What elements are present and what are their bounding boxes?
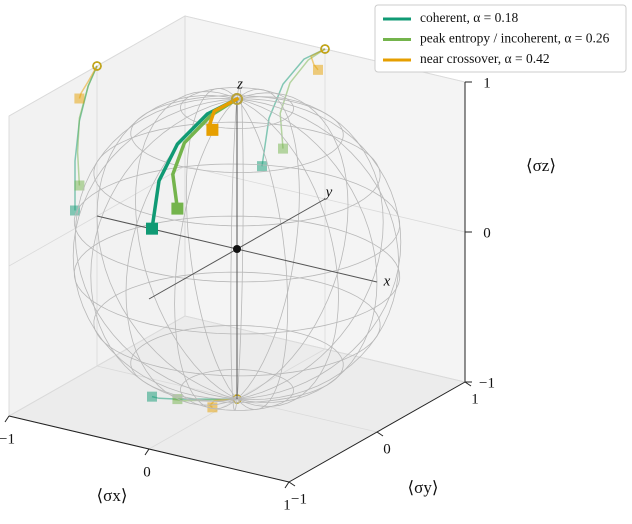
tick-label: −1 <box>0 431 15 447</box>
tick-label: −1 <box>479 375 495 391</box>
projection-end <box>70 205 80 216</box>
trajectory-end <box>171 202 184 215</box>
tick-label: 1 <box>471 391 479 407</box>
tick-label: 1 <box>283 497 291 513</box>
origin <box>233 245 241 253</box>
axis-label: ⟨σz⟩ <box>526 156 556 175</box>
tick-mark <box>288 481 296 487</box>
sphere-axis-label: y <box>324 184 333 200</box>
tick-label: −1 <box>291 491 307 507</box>
trajectories <box>146 93 243 235</box>
trajectory-end <box>206 123 219 136</box>
projection-end <box>74 180 85 191</box>
legend-label: peak entropy / incoherent, α = 0.26 <box>420 31 610 46</box>
projection-end <box>313 64 323 75</box>
tick-mark <box>376 431 384 437</box>
grid-line <box>8 315 186 417</box>
projection-end <box>278 143 288 154</box>
grid-line <box>184 315 466 383</box>
tick-mark <box>464 381 472 387</box>
sphere-axis-label: z <box>236 76 243 92</box>
legend-label: near crossover, α = 0.42 <box>420 51 550 66</box>
tick-mark <box>284 481 290 489</box>
trajectory-start <box>231 93 243 105</box>
tick-label: 0 <box>143 464 151 480</box>
sphere-axis-label: x <box>383 273 391 289</box>
tick-label: 0 <box>483 225 491 241</box>
projection-end <box>147 391 157 402</box>
tick-label: 0 <box>383 441 391 457</box>
axis-label: ⟨σx⟩ <box>97 486 128 505</box>
trajectory-end <box>146 222 158 235</box>
projection-start <box>320 44 330 54</box>
projection-end <box>74 93 85 104</box>
projection-start <box>92 61 102 71</box>
tick-mark <box>144 448 150 456</box>
projection-end <box>207 402 218 413</box>
axis-label: ⟨σy⟩ <box>408 478 439 497</box>
axis-frame: −101 −101−101⟨σx⟩ ⟨σy⟩⟨σz⟩ <box>0 75 556 513</box>
legend-label: coherent, α = 0.18 <box>420 10 519 25</box>
tick-mark <box>4 415 10 423</box>
sphere-axes: x y z <box>96 76 391 399</box>
projection-end <box>257 161 267 172</box>
legend: coherent, α = 0.18 peak entropy / incoher… <box>374 4 627 73</box>
projection-line <box>76 65 98 186</box>
tick-label: 1 <box>483 75 491 91</box>
wall-projections <box>70 44 330 413</box>
legend-box <box>374 4 627 73</box>
